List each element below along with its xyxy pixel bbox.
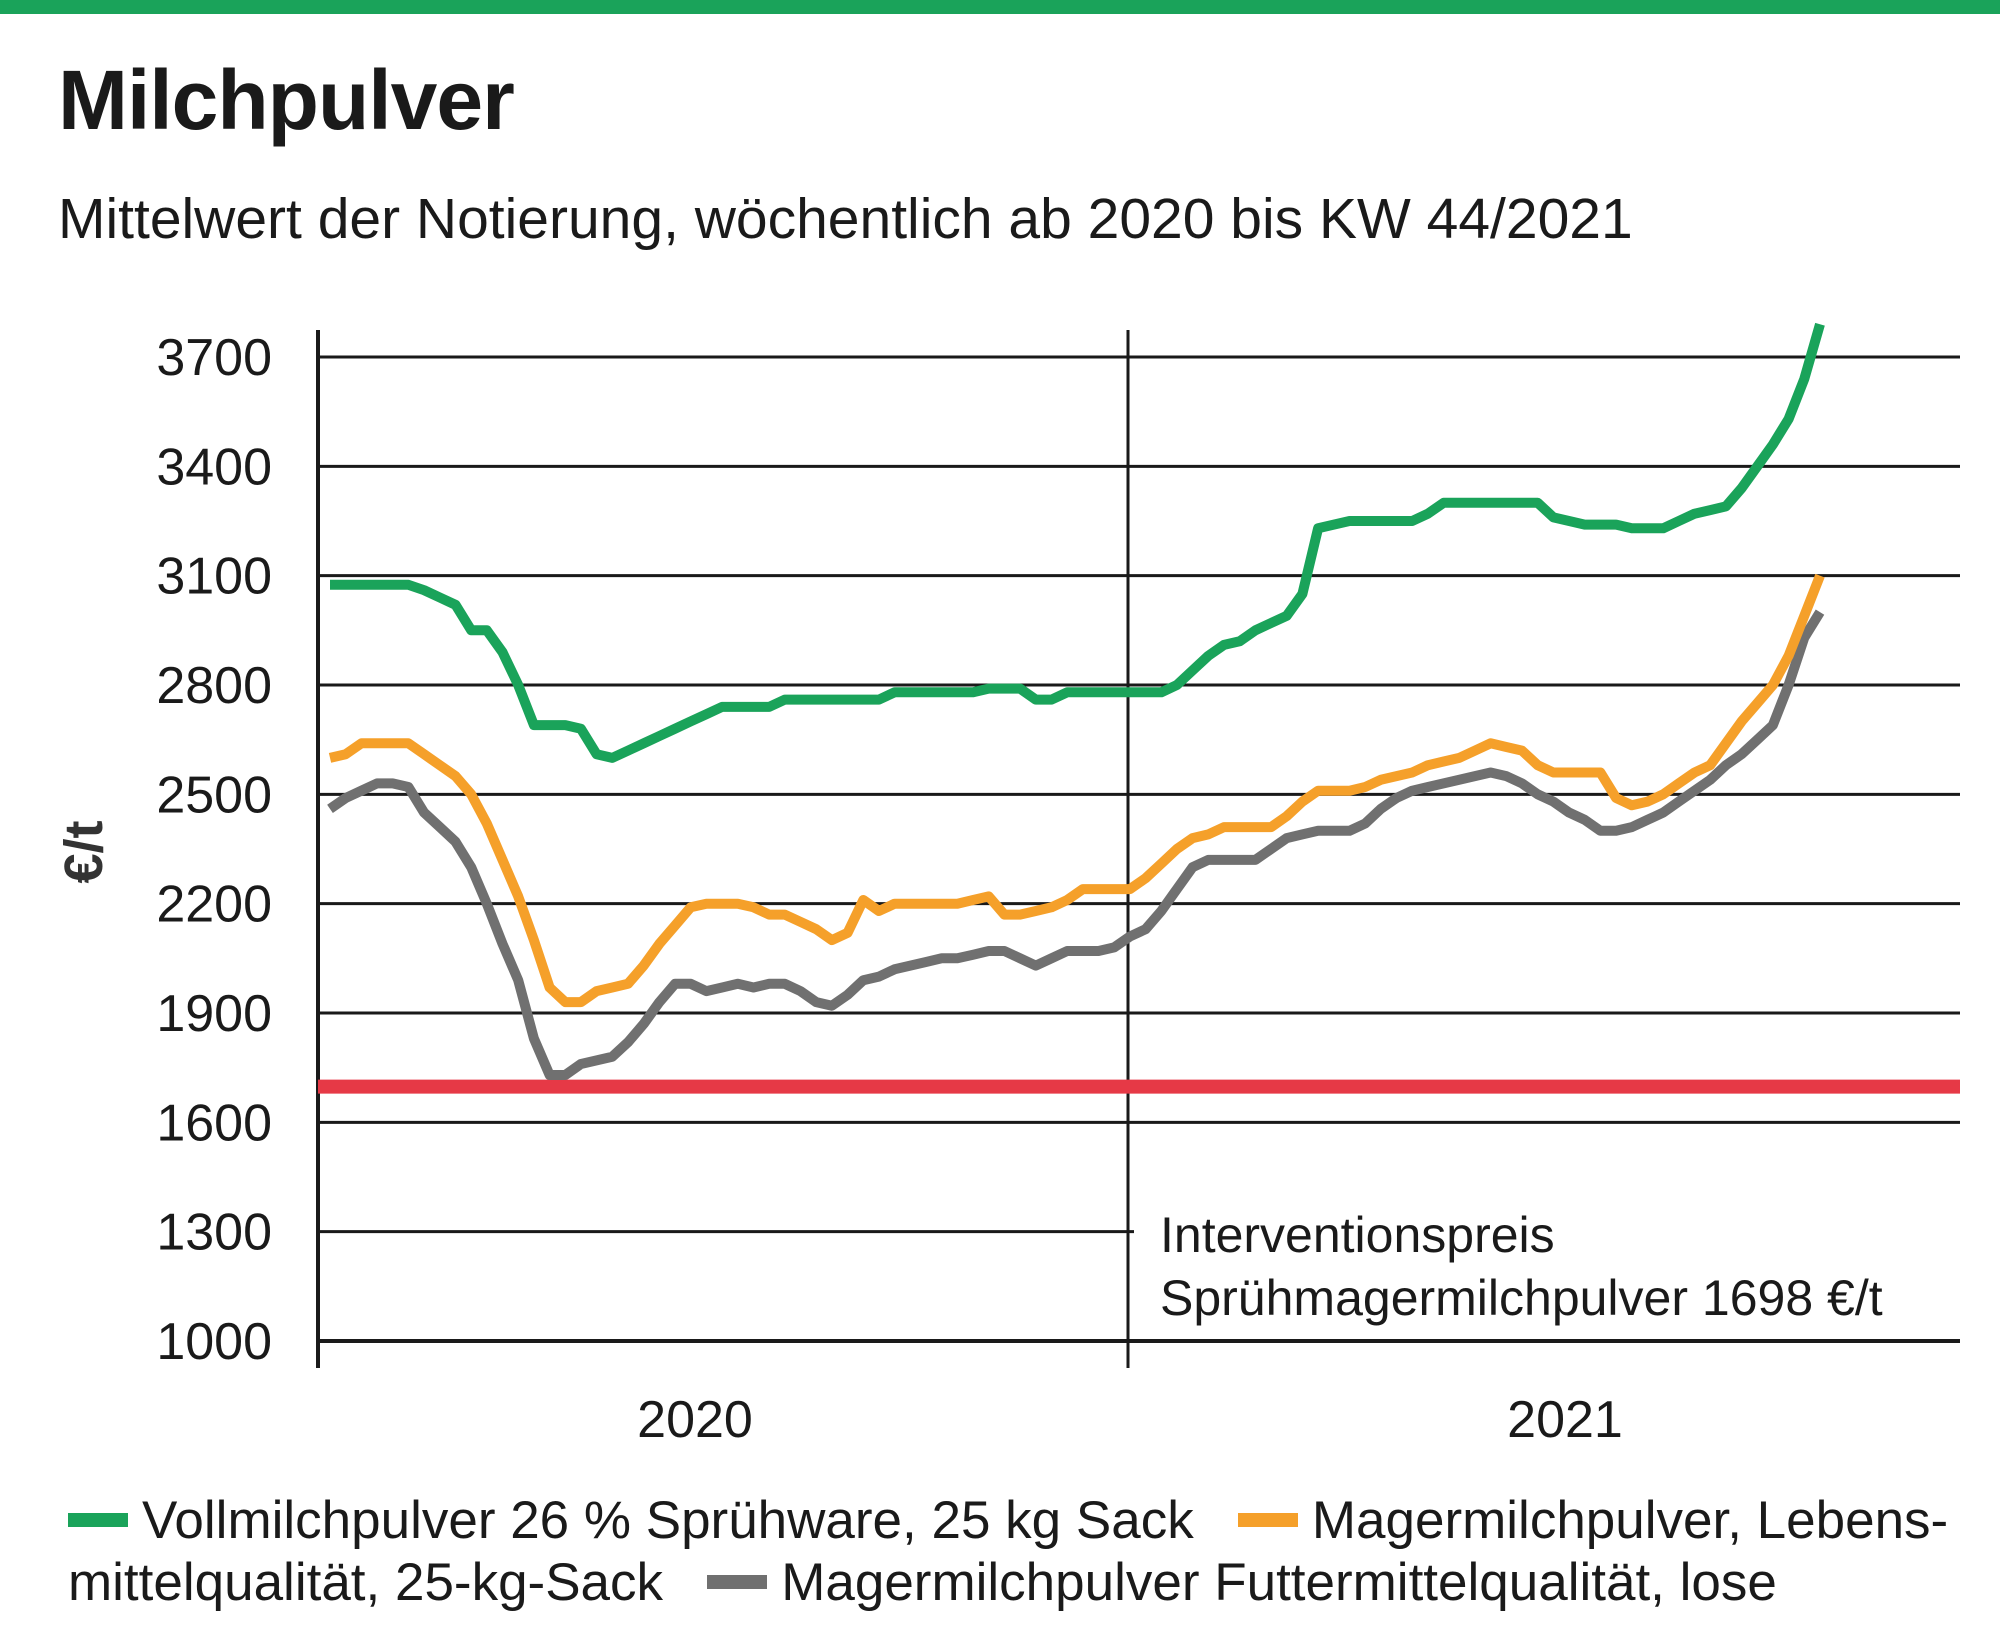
y-tick-label: 3100	[156, 548, 272, 606]
y-tick-label: 2800	[156, 657, 272, 715]
y-tick-label: 2200	[156, 876, 272, 934]
annotation-background	[1134, 1210, 1964, 1330]
legend-entry-magermilch-futter: Magermilchpulver Futtermittelqualität, l…	[707, 1553, 1777, 1612]
y-tick-label: 3700	[156, 329, 272, 387]
x-label-2021: 2021	[1507, 1391, 1623, 1449]
legend-entry-vollmilch: Vollmilchpulver 26 % Sprühware, 25 kg Sa…	[68, 1491, 1208, 1550]
y-tick-label: 2500	[156, 766, 272, 824]
y-tick-labels: 3700 3400 3100 2800 2500 2200 1900 1600 1300 1000	[156, 329, 272, 1371]
y-axis-label: €/t	[54, 820, 114, 883]
axes	[316, 330, 1960, 1368]
chart-subtitle: Mittelwert der Notierung, wöchentlich ab…	[58, 187, 1633, 251]
annotation-line-1: Interventionspreis	[1160, 1207, 1555, 1263]
series-layer	[327, 322, 1825, 1080]
legend-swatch-gray	[707, 1575, 768, 1589]
legend-label-magermilch-lebensmittel: Magermilchpulver, Lebens- mittelqualität…	[68, 1491, 1949, 1612]
legend-label-vollmilch: Vollmilchpulver 26 % Sprühware, 25 kg Sa…	[142, 1491, 1194, 1550]
series-line-vollmilchpulver	[330, 322, 1825, 763]
legend-label-magermilch-futter: Magermilchpulver Futtermittelqualität, l…	[781, 1553, 1777, 1612]
grid-lines	[318, 355, 1960, 1234]
top-accent-bar	[0, 0, 2000, 14]
chart-title: Milchpulver	[58, 53, 515, 147]
x-label-2020: 2020	[637, 1391, 753, 1449]
y-tick-label: 1300	[156, 1204, 272, 1262]
series-line-magermilch-lebensmittel	[328, 573, 1825, 1008]
chart-legend: Vollmilchpulver 26 % Sprühware, 25 kg Sa…	[68, 1490, 1968, 1614]
y-tick-label: 1900	[156, 985, 272, 1043]
legend-entry-magermilch-lebensmittel: Magermilchpulver, Lebens- mittelqualität…	[68, 1491, 1948, 1612]
y-tick-label: 3400	[156, 438, 272, 496]
annotation-line-2: Sprühmagermilchpulver 1698 €/t	[1160, 1270, 1883, 1326]
legend-swatch-orange	[1237, 1513, 1298, 1527]
y-tick-label: 1600	[156, 1094, 272, 1152]
y-tick-label: 1000	[156, 1313, 272, 1371]
series-line-magermilch-futter	[327, 609, 1825, 1080]
legend-swatch-green	[68, 1513, 128, 1527]
